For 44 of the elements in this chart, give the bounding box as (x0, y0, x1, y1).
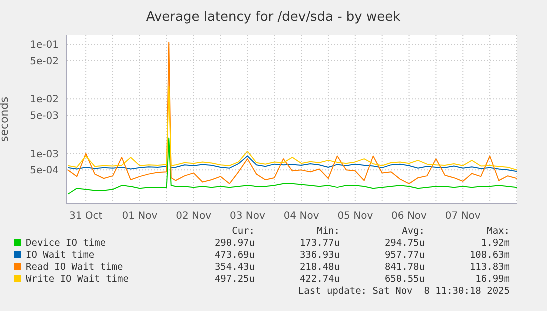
text: 173.77u (298, 238, 340, 249)
y-tick-label: 5e-03 (30, 111, 59, 122)
text: 113.83m (468, 262, 510, 273)
text: Last update: Sat Nov 8 11:30:18 2025 (298, 286, 510, 297)
text: 336.93u (298, 250, 340, 261)
line-series (68, 42, 517, 184)
y-tick-label: 1e-01 (30, 40, 59, 52)
line-series (68, 138, 517, 195)
legend-label: IO Wait time (25, 250, 95, 261)
y-tick-label: 5e-02 (30, 56, 59, 68)
legend-label: Write IO Wait time (25, 274, 129, 285)
x-tick-label: 05 Nov (338, 211, 374, 222)
x-tick-label: 03 Nov (230, 211, 266, 222)
text: Cur: (231, 226, 255, 237)
y-tick-label: 1e-03 (30, 149, 59, 160)
x-tick-label: 04 Nov (284, 211, 320, 222)
text: 422.74u (298, 274, 340, 285)
x-tick-label: 07 Nov (445, 211, 481, 222)
text: 354.43u (214, 262, 255, 273)
text: Avg: (401, 226, 425, 237)
text: 290.97u (214, 238, 255, 249)
text: 841.78u (384, 262, 425, 273)
legend-label: Read IO Wait time (25, 262, 124, 273)
text: 108.63m (468, 250, 510, 261)
y-axis-title: seconds (0, 96, 11, 142)
text: Max: (486, 226, 510, 237)
text: 957.77u (384, 250, 425, 261)
text: 16.99m (474, 274, 510, 285)
x-tick-label: 02 Nov (176, 211, 212, 222)
text: 473.69u (214, 250, 255, 261)
chart-title: Average latency for /dev/sda - by week (145, 10, 402, 25)
legend-label: Device IO time (25, 238, 106, 249)
text: 650.55u (384, 274, 425, 285)
text: Min: (316, 226, 340, 237)
text: 1.92m (480, 238, 510, 249)
y-tick-label: 1e-02 (30, 94, 59, 106)
x-tick-label: 01 Nov (122, 211, 158, 222)
text: 218.48u (298, 262, 340, 273)
x-tick-label: 06 Nov (392, 211, 428, 222)
text: 497.25u (214, 274, 255, 285)
y-tick-label: 5e-04 (30, 166, 59, 177)
text: 294.75u (384, 238, 425, 249)
x-tick-label: 31 Oct (69, 211, 103, 222)
line-series (68, 86, 517, 171)
